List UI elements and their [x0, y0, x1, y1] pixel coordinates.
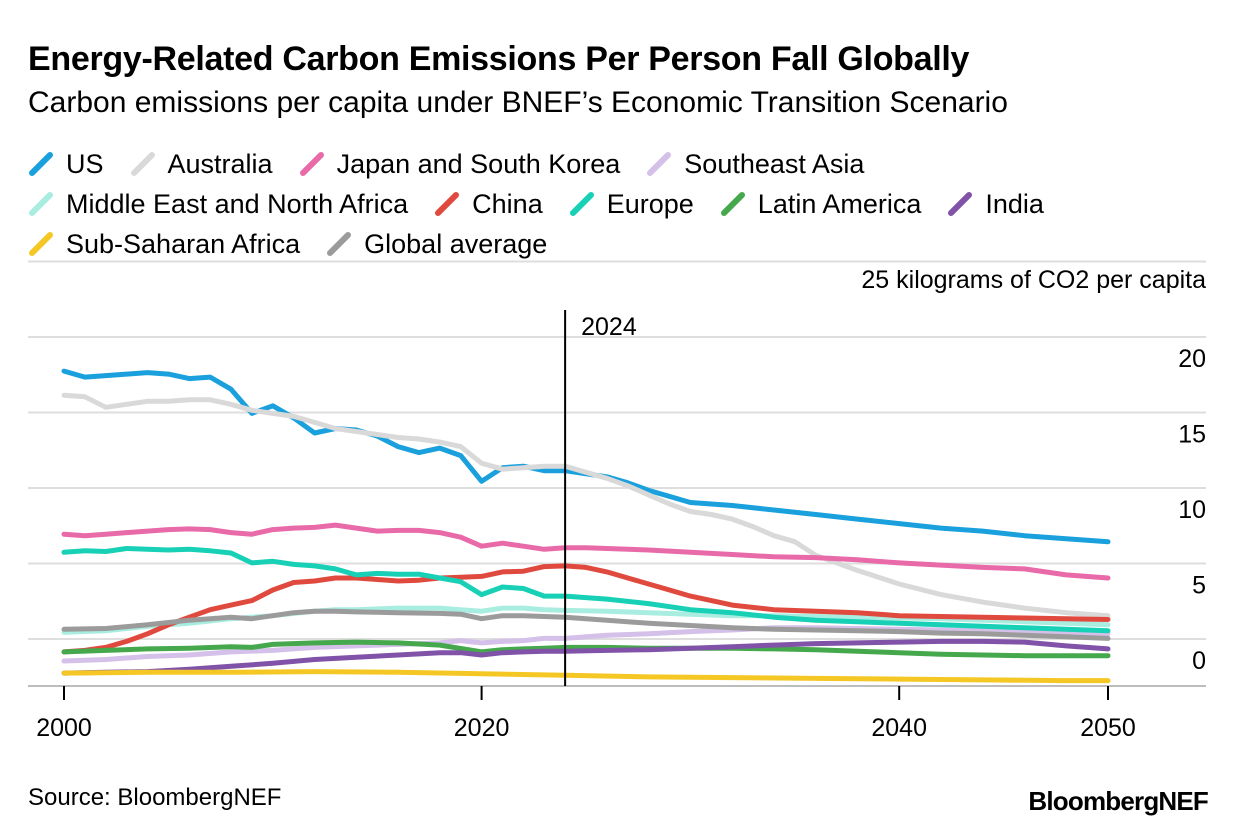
legend-swatch-icon: [647, 152, 672, 176]
legend-label: Japan and South Korea: [336, 149, 621, 179]
chart-title: Energy-Related Carbon Emissions Per Pers…: [28, 40, 970, 78]
legend-label: Europe: [606, 189, 694, 219]
x-tick-label: 2040: [871, 714, 927, 742]
brand-logo: BloombergNEF: [1028, 786, 1208, 816]
legend-swatch-icon: [569, 192, 594, 216]
series-line-china: [61, 563, 1111, 655]
series-line-india: [61, 638, 1111, 676]
legend-item-us: US: [28, 146, 104, 182]
series-line-global-average: [61, 608, 1111, 641]
legend-item-global-average: Global average: [326, 226, 547, 262]
legend-swatch-icon: [29, 232, 53, 256]
legend-label: Australia: [167, 149, 273, 179]
legend-label: Middle East and North Africa: [66, 189, 409, 219]
y-tick-label: 5: [1192, 572, 1206, 600]
legend-label: China: [472, 189, 543, 219]
y-tick-label: 20: [1178, 345, 1206, 373]
legend-item-australia: Australia: [130, 146, 273, 182]
legend-swatch-icon: [948, 192, 973, 216]
series-line-us: [61, 368, 1111, 545]
series-line-europe: [61, 546, 1111, 634]
legend-label: Sub-Saharan Africa: [66, 229, 301, 259]
legend-swatch-icon: [327, 232, 352, 256]
legend-item-europe: Europe: [569, 186, 694, 222]
legend-label: Southeast Asia: [684, 149, 865, 179]
chart-subtitle: Carbon emissions per capita under BNEF’s…: [28, 86, 1008, 119]
legend-swatch-icon: [299, 152, 324, 176]
x-tick-label: 2000: [36, 714, 92, 742]
y-tick-label: 15: [1178, 421, 1206, 449]
legend-item-latin-america: Latin America: [720, 186, 922, 222]
y-tick-label: 10: [1178, 496, 1206, 524]
legend-item-sub-saharan-africa: Sub-Saharan Africa: [28, 226, 300, 262]
source-note: Source: BloombergNEF: [28, 784, 282, 811]
series-line-australia: [61, 392, 1111, 619]
legend-label: Latin America: [757, 189, 922, 219]
chart-legend: US Australia Japan and South Korea Southeas…: [28, 146, 1208, 266]
annotation-label-2024: 2024: [581, 313, 637, 341]
legend-label: US: [66, 149, 104, 179]
legend-item-southeast-asia: Southeast Asia: [646, 146, 864, 182]
legend-swatch-icon: [29, 192, 53, 216]
series-line-latin-america: [61, 639, 1111, 659]
x-tick-label: 2050: [1080, 714, 1136, 742]
y-axis-unit-label: 25 kilograms of CO2 per capita: [861, 266, 1206, 294]
legend-swatch-icon: [435, 192, 460, 216]
legend-item-middle-east-and-north-africa: Middle East and North Africa: [28, 186, 408, 222]
y-tick-label: 0: [1192, 647, 1206, 675]
legend-label: Global average: [364, 229, 548, 259]
legend-swatch-icon: [130, 152, 155, 176]
x-tick-label: 2020: [454, 714, 510, 742]
legend-swatch-icon: [29, 152, 53, 176]
legend-item-japan-and-south-korea: Japan and South Korea: [299, 146, 621, 182]
legend-label: India: [985, 189, 1044, 219]
legend-swatch-icon: [720, 192, 745, 216]
series-line-japan-and-south-korea: [61, 522, 1111, 581]
legend-item-china: China: [434, 186, 543, 222]
series-line-southeast-asia: [61, 625, 1111, 664]
legend-item-india: India: [947, 186, 1044, 222]
series-line-sub-saharan-africa: [61, 669, 1111, 684]
